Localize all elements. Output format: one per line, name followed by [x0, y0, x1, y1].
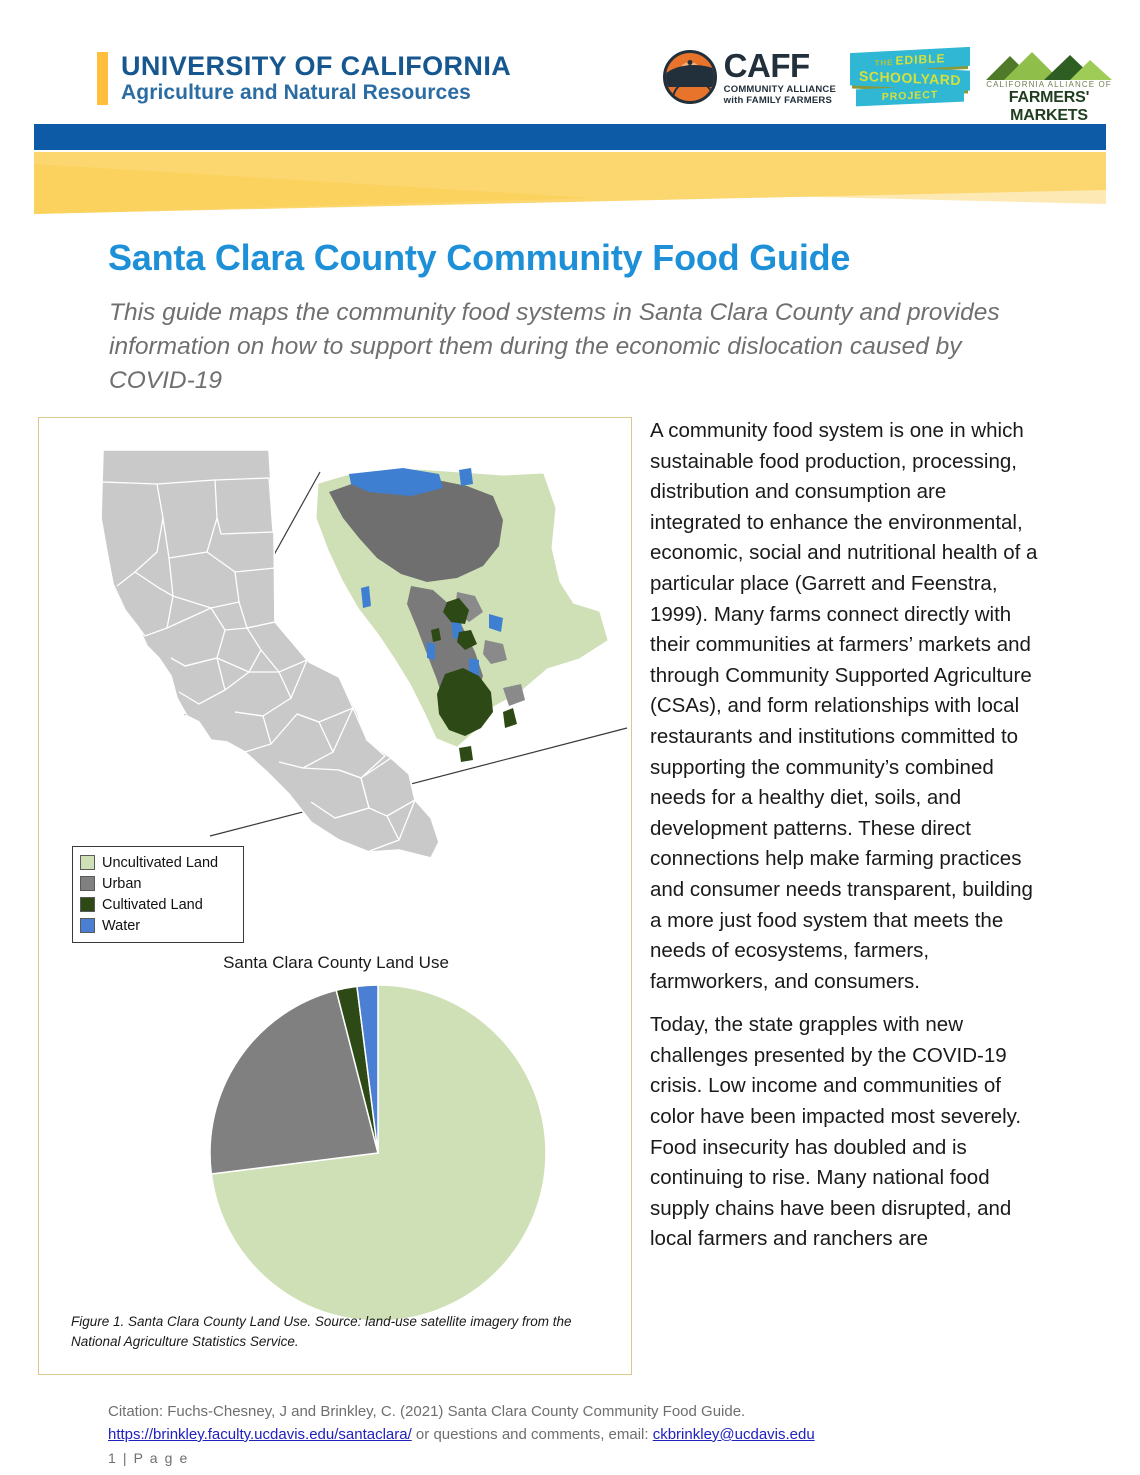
- legend-label-water: Water: [102, 917, 141, 934]
- caff-circle-icon: [662, 50, 717, 104]
- guide-url-link[interactable]: https://brinkley.faculty.ucdavis.edu/san…: [108, 1425, 412, 1443]
- legend-swatch-water: [80, 918, 95, 933]
- legend-swatch-uncultivated-land: [80, 855, 95, 870]
- legend-item: Water: [80, 915, 237, 936]
- uc-logo-accent-bar: [97, 52, 108, 106]
- legend-item: Uncultivated Land: [80, 852, 237, 873]
- page-title: Santa Clara County Community Food Guide: [108, 237, 851, 278]
- citation-line1: Citation: Fuchs-Chesney, J and Brinkley,…: [108, 1403, 746, 1420]
- uc-anr-logo: UNIVERSITY OF CALIFORNIA Agriculture and…: [97, 51, 512, 106]
- chart-title: Santa Clara County Land Use: [223, 953, 449, 972]
- figure-container: Uncultivated Land Urban Cultivated Land …: [38, 417, 632, 1375]
- esy-line1: THE EDIBLE: [874, 50, 946, 68]
- cafm-line1: CALIFORNIA ALLIANCE OF: [986, 80, 1112, 89]
- pie-slice-urban: [209, 989, 379, 1175]
- pie-svg: [209, 984, 547, 1322]
- legend-label-cultivated-land: Cultivated Land: [102, 896, 203, 913]
- header-blue-bar: [34, 124, 1106, 150]
- county-borders: [102, 477, 440, 859]
- esy-band-3: PROJECT: [856, 84, 964, 107]
- legend-swatch-urban: [80, 876, 95, 891]
- body-text-column: A community food system is one in which …: [650, 416, 1042, 1268]
- body-paragraph-2: Today, the state grapples with new chall…: [650, 1013, 1022, 1251]
- cafm-line2: FARMERS' MARKETS: [1008, 89, 1090, 124]
- pie-slice-water: [356, 984, 379, 1154]
- california-state-shape: [100, 449, 440, 859]
- uc-logo-line1: UNIVERSITY OF CALIFORNIA: [121, 51, 512, 81]
- page-number: 1 | P a g e: [108, 1449, 189, 1466]
- esy-line3: PROJECT: [881, 88, 939, 103]
- uc-logo-line2: Agriculture and Natural Resources: [121, 81, 471, 105]
- page-header: UNIVERSITY OF CALIFORNIA Agriculture and…: [0, 0, 1140, 220]
- caff-wordmark: CAFF: [723, 46, 810, 84]
- land-use-pie-chart: [208, 983, 548, 1323]
- caff-tagline-line1: COMMUNITY ALLIANCE: [723, 83, 836, 95]
- body-paragraph-1: A community food system is one in which …: [650, 419, 1038, 993]
- legend-label-urban: Urban: [102, 875, 142, 892]
- legend-item: Urban: [80, 873, 237, 894]
- header-gold-swoosh: [34, 152, 1106, 214]
- legend-label-uncultivated-land: Uncultivated Land: [102, 854, 219, 871]
- contact-email-link[interactable]: ckbrinkley@ucdavis.edu: [652, 1425, 815, 1443]
- edible-schoolyard-logo: THE EDIBLE SCHOOLYARD PROJECT: [850, 46, 972, 107]
- map-area: [39, 422, 633, 962]
- citation-line2: https://brinkley.faculty.ucdavis.edu/san…: [108, 1424, 1028, 1447]
- caff-tagline-line2: with FAMILY FARMERS: [723, 95, 832, 106]
- citation-middle-text: or questions and comments, email:: [411, 1425, 653, 1443]
- figure-caption: Figure 1. Santa Clara County Land Use. S…: [71, 1314, 572, 1349]
- california-map-with-santa-clara-inset: [100, 449, 628, 859]
- santa-clara-county-inset: [316, 468, 608, 762]
- legend-item: Cultivated Land: [80, 894, 237, 915]
- page-footer: Citation: Fuchs-Chesney, J and Brinkley,…: [108, 1401, 1028, 1469]
- legend-swatch-cultivated-land: [80, 897, 95, 912]
- california-alliance-farmers-markets-logo: CALIFORNIA ALLIANCE OF FARMERS' MARKETS: [986, 48, 1112, 124]
- mountains-icon: [986, 52, 1112, 80]
- page-subtitle: This guide maps the community food syste…: [109, 299, 1000, 394]
- partner-logo-row: CAFF COMMUNITY ALLIANCE with FAMILY FARM…: [662, 46, 1112, 124]
- caff-logo: CAFF COMMUNITY ALLIANCE with FAMILY FARM…: [662, 46, 836, 106]
- map-legend: Uncultivated Land Urban Cultivated Land …: [72, 846, 244, 943]
